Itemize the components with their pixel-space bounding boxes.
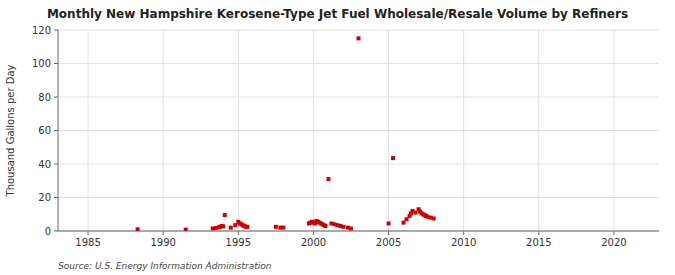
x-tick bbox=[163, 231, 164, 235]
point bbox=[326, 177, 330, 181]
y-axis-label: Thousand Gallons per Day bbox=[5, 64, 16, 197]
x-grid-line bbox=[538, 30, 539, 231]
x-tick bbox=[88, 231, 89, 235]
point bbox=[387, 221, 391, 225]
x-grid-line bbox=[163, 30, 164, 231]
y-grid-line bbox=[58, 97, 659, 98]
y-tick-label: 80 bbox=[38, 92, 51, 103]
x-tick bbox=[388, 231, 389, 235]
x-grid-line bbox=[388, 30, 389, 231]
x-tick-label: 1990 bbox=[150, 237, 175, 248]
x-tick bbox=[238, 231, 239, 235]
x-grid-line bbox=[463, 30, 464, 231]
point bbox=[349, 226, 353, 230]
y-tick-label: 40 bbox=[38, 159, 51, 170]
grid bbox=[58, 30, 659, 231]
point bbox=[432, 216, 436, 220]
annotation: Source: U.S. Energy Information Administ… bbox=[58, 261, 272, 271]
y-tick-label: 60 bbox=[38, 125, 51, 136]
point bbox=[229, 226, 233, 230]
point bbox=[245, 225, 249, 229]
y-tick-label: 100 bbox=[32, 58, 51, 69]
y-tick-label: 120 bbox=[32, 25, 51, 36]
y-grid-line bbox=[58, 197, 659, 198]
point bbox=[221, 224, 225, 228]
point bbox=[391, 156, 395, 160]
x-grid-line bbox=[613, 30, 614, 231]
point bbox=[281, 226, 285, 230]
y-grid-line bbox=[58, 231, 659, 232]
x-grid-line bbox=[238, 30, 239, 231]
y-tick bbox=[54, 197, 58, 198]
x-tick-label: 2000 bbox=[301, 237, 326, 248]
point bbox=[136, 227, 140, 231]
x-axis-line bbox=[58, 231, 659, 232]
x-tick-label: 2010 bbox=[451, 237, 476, 248]
point bbox=[223, 213, 227, 217]
x-grid-line bbox=[88, 30, 89, 231]
point bbox=[323, 224, 327, 228]
y-grid-line bbox=[58, 30, 659, 31]
y-tick-label: 20 bbox=[38, 192, 51, 203]
point bbox=[341, 225, 345, 229]
x-tick-label: 1985 bbox=[75, 237, 100, 248]
x-tick bbox=[463, 231, 464, 235]
x-tick-label: 2020 bbox=[601, 237, 626, 248]
points bbox=[136, 36, 436, 231]
point bbox=[357, 36, 361, 40]
x-tick-label: 2015 bbox=[526, 237, 551, 248]
point bbox=[184, 228, 188, 231]
x-tick bbox=[538, 231, 539, 235]
y-grid-line bbox=[58, 164, 659, 165]
x-tick bbox=[313, 231, 314, 235]
y-tick bbox=[54, 63, 58, 64]
y-tick-label: 0 bbox=[45, 226, 51, 237]
point bbox=[274, 225, 278, 229]
y-tick bbox=[54, 30, 58, 31]
x-tick-label: 2005 bbox=[376, 237, 401, 248]
y-tick bbox=[54, 130, 58, 131]
y-grid-line bbox=[58, 130, 659, 131]
chart: Monthly New Hampshire Kerosene-Type Jet … bbox=[0, 0, 675, 275]
y-tick bbox=[54, 97, 58, 98]
y-grid-line bbox=[58, 63, 659, 64]
x-grid-line bbox=[313, 30, 314, 231]
y-tick bbox=[54, 164, 58, 165]
x-tick bbox=[613, 231, 614, 235]
y-tick bbox=[54, 231, 58, 232]
title: Monthly New Hampshire Kerosene-Type Jet … bbox=[47, 7, 628, 21]
x-tick-label: 1995 bbox=[226, 237, 251, 248]
